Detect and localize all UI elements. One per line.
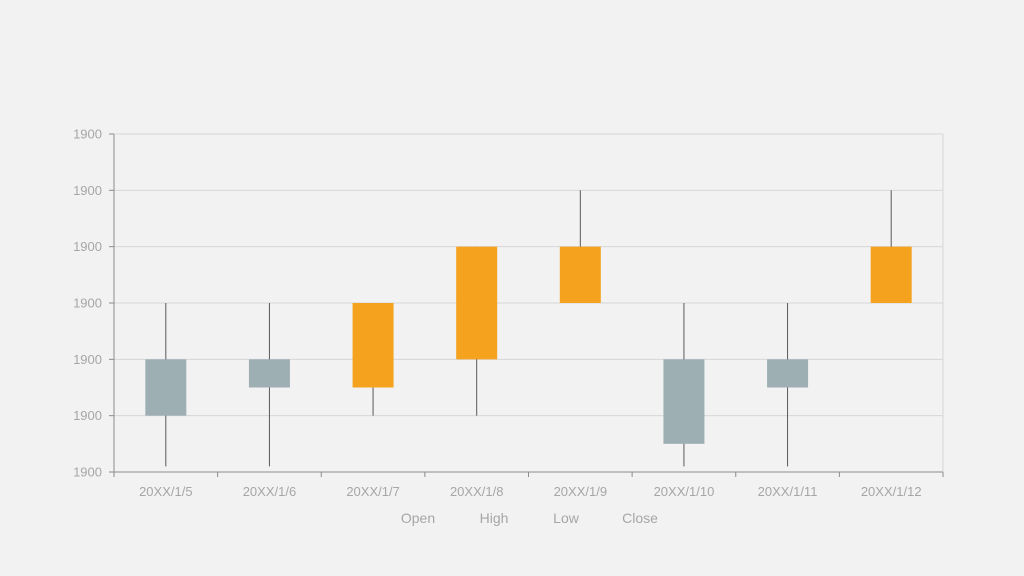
- legend-entry: Close: [622, 510, 658, 526]
- y-tick-label: 1900: [73, 408, 102, 423]
- gridlines: [114, 133, 943, 473]
- candle-body-down: [248, 359, 290, 388]
- axes: [109, 133, 944, 477]
- x-tick-label: 20XX/1/9: [554, 484, 608, 499]
- y-tick-label: 1900: [73, 352, 102, 367]
- x-tick-label: 20XX/1/5: [139, 484, 193, 499]
- x-tick-label: 20XX/1/11: [758, 484, 818, 499]
- legend-entry: Low: [553, 510, 580, 526]
- candle-body-down: [663, 359, 705, 444]
- y-tick-label: 1900: [73, 239, 102, 254]
- candles: [145, 190, 912, 467]
- y-tick-label: 1900: [73, 127, 102, 142]
- y-axis-tick-labels: 1900 1900 1900 1900 1900 1900 1900: [73, 127, 102, 480]
- x-tick-label: 20XX/1/12: [861, 484, 922, 499]
- y-tick-label: 1900: [73, 296, 102, 311]
- candle-body-up: [870, 246, 912, 303]
- candle-body-down: [767, 359, 809, 388]
- candle-body-down: [145, 359, 187, 416]
- y-tick-label: 1900: [73, 183, 102, 198]
- x-tick-label: 20XX/1/7: [346, 484, 400, 499]
- x-tick-label: 20XX/1/10: [654, 484, 715, 499]
- x-tick-label: 20XX/1/6: [243, 484, 297, 499]
- x-tick-label: 20XX/1/8: [450, 484, 504, 499]
- legend: Open High Low Close: [401, 510, 658, 526]
- candle-body-up: [559, 246, 601, 303]
- legend-entry: Open: [401, 510, 435, 526]
- y-tick-label: 1900: [73, 465, 102, 480]
- candle-body-up: [456, 246, 498, 360]
- legend-entry: High: [480, 510, 509, 526]
- x-axis-tick-labels: 20XX/1/5 20XX/1/6 20XX/1/7 20XX/1/8 20XX/1/9…: [139, 484, 921, 499]
- candle-body-up: [352, 303, 394, 388]
